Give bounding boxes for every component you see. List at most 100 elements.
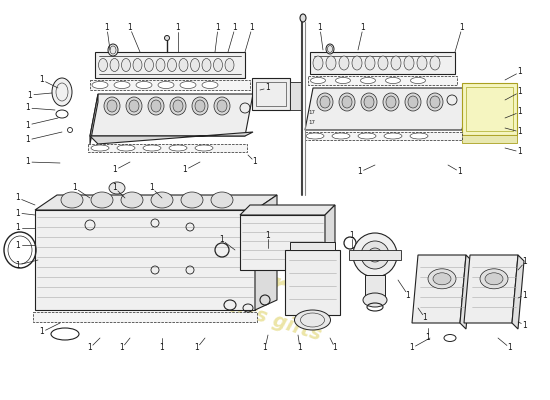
Ellipse shape bbox=[360, 78, 376, 84]
Text: 1: 1 bbox=[518, 68, 522, 76]
Ellipse shape bbox=[108, 44, 118, 56]
Ellipse shape bbox=[417, 56, 427, 70]
Polygon shape bbox=[290, 242, 335, 250]
Text: 1: 1 bbox=[26, 120, 30, 130]
Text: 1: 1 bbox=[410, 344, 414, 352]
Ellipse shape bbox=[148, 97, 164, 115]
Ellipse shape bbox=[306, 133, 324, 139]
Ellipse shape bbox=[353, 233, 397, 277]
Text: 1: 1 bbox=[358, 168, 362, 176]
Ellipse shape bbox=[339, 56, 349, 70]
Ellipse shape bbox=[164, 36, 169, 40]
Polygon shape bbox=[35, 210, 255, 310]
Text: 1: 1 bbox=[73, 184, 78, 192]
Ellipse shape bbox=[311, 78, 326, 84]
Text: 1: 1 bbox=[15, 224, 20, 232]
Ellipse shape bbox=[361, 241, 389, 269]
Polygon shape bbox=[90, 94, 253, 136]
Text: 1: 1 bbox=[518, 88, 522, 96]
Text: 1: 1 bbox=[175, 24, 180, 32]
Ellipse shape bbox=[190, 58, 200, 72]
Ellipse shape bbox=[143, 145, 161, 151]
Bar bbox=[252, 78, 290, 110]
Ellipse shape bbox=[326, 44, 334, 54]
Polygon shape bbox=[255, 195, 277, 310]
Ellipse shape bbox=[410, 133, 428, 139]
Ellipse shape bbox=[129, 100, 139, 112]
Polygon shape bbox=[325, 205, 335, 270]
Ellipse shape bbox=[405, 93, 421, 111]
Text: 1: 1 bbox=[460, 24, 464, 32]
Polygon shape bbox=[95, 52, 245, 78]
Text: 1: 1 bbox=[522, 290, 527, 300]
Ellipse shape bbox=[173, 100, 183, 112]
Text: 1: 1 bbox=[252, 158, 257, 166]
Text: 1: 1 bbox=[26, 158, 30, 166]
Ellipse shape bbox=[427, 93, 443, 111]
Ellipse shape bbox=[410, 78, 426, 84]
Text: 1: 1 bbox=[219, 236, 224, 244]
Ellipse shape bbox=[126, 97, 142, 115]
Ellipse shape bbox=[428, 269, 456, 289]
Ellipse shape bbox=[326, 56, 336, 70]
Text: 1: 1 bbox=[15, 194, 20, 202]
Ellipse shape bbox=[156, 58, 165, 72]
Text: 1: 1 bbox=[26, 104, 30, 112]
Ellipse shape bbox=[480, 269, 508, 289]
Ellipse shape bbox=[91, 145, 109, 151]
Polygon shape bbox=[305, 88, 470, 130]
Bar bbox=[33, 312, 257, 322]
Polygon shape bbox=[240, 215, 325, 270]
Text: 1: 1 bbox=[298, 344, 302, 352]
Text: 1: 1 bbox=[350, 230, 354, 240]
Text: 1: 1 bbox=[250, 24, 254, 32]
Text: 1: 1 bbox=[104, 24, 109, 32]
Polygon shape bbox=[462, 135, 517, 143]
Polygon shape bbox=[464, 255, 518, 323]
Ellipse shape bbox=[363, 293, 387, 307]
Text: 1: 1 bbox=[216, 24, 221, 32]
Ellipse shape bbox=[339, 93, 355, 111]
Ellipse shape bbox=[117, 145, 135, 151]
Polygon shape bbox=[460, 255, 472, 329]
Text: 1: 1 bbox=[233, 24, 238, 32]
Text: 1: 1 bbox=[28, 90, 32, 100]
Ellipse shape bbox=[214, 97, 230, 115]
Ellipse shape bbox=[122, 58, 130, 72]
Polygon shape bbox=[240, 205, 335, 215]
Ellipse shape bbox=[92, 82, 108, 88]
Text: 17: 17 bbox=[308, 110, 315, 114]
Text: 1: 1 bbox=[15, 260, 20, 270]
Bar bbox=[308, 76, 457, 85]
Ellipse shape bbox=[386, 78, 400, 84]
Text: 1: 1 bbox=[15, 240, 20, 250]
Ellipse shape bbox=[383, 93, 399, 111]
Bar bbox=[462, 83, 517, 135]
Text: 1: 1 bbox=[150, 184, 155, 192]
Ellipse shape bbox=[217, 100, 227, 112]
Polygon shape bbox=[285, 250, 340, 315]
Ellipse shape bbox=[169, 145, 187, 151]
Ellipse shape bbox=[192, 97, 208, 115]
Bar bbox=[256, 82, 286, 106]
Ellipse shape bbox=[170, 97, 186, 115]
Ellipse shape bbox=[52, 78, 72, 106]
Ellipse shape bbox=[384, 133, 402, 139]
Text: 1: 1 bbox=[120, 344, 124, 352]
Text: 1: 1 bbox=[113, 166, 117, 174]
Text: 1: 1 bbox=[518, 148, 522, 156]
Text: 1: 1 bbox=[406, 290, 410, 300]
Ellipse shape bbox=[336, 78, 350, 84]
Bar bbox=[466, 87, 513, 131]
Ellipse shape bbox=[91, 192, 113, 208]
Text: 1: 1 bbox=[113, 184, 117, 192]
Polygon shape bbox=[90, 94, 98, 144]
Ellipse shape bbox=[386, 96, 396, 108]
Text: 1: 1 bbox=[15, 208, 20, 218]
Text: 1: 1 bbox=[508, 344, 513, 352]
Polygon shape bbox=[412, 255, 466, 323]
Bar bbox=[88, 144, 247, 152]
Text: 1: 1 bbox=[195, 344, 199, 352]
Ellipse shape bbox=[114, 82, 130, 88]
Ellipse shape bbox=[332, 133, 350, 139]
